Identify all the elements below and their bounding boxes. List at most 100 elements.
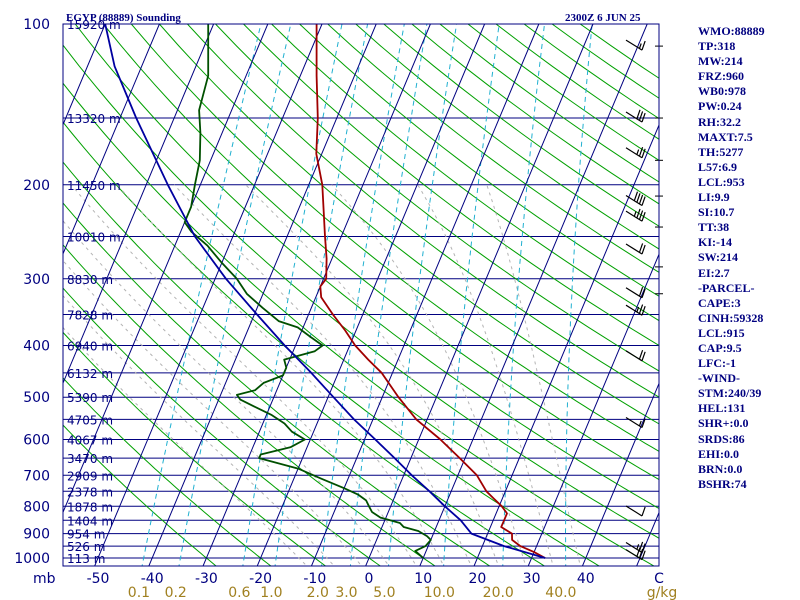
- mixing-ratio-line: [242, 24, 343, 566]
- series-lines: [104, 24, 546, 559]
- barb-flag: [641, 550, 646, 560]
- index-item: MAXT:7.5: [698, 129, 753, 144]
- barb-flag: [633, 211, 637, 217]
- moist-adiabat-line: [331, 184, 527, 566]
- height-label: 2909 m: [67, 469, 113, 483]
- pressure-tick-label: 1000: [14, 551, 50, 567]
- pressure-tick-label: 500: [23, 390, 50, 406]
- barb-flag: [641, 288, 646, 298]
- mixing-ratio-tick-label: 10.0: [424, 585, 455, 600]
- barb-flag: [638, 111, 644, 121]
- isotherm-line: [256, 24, 486, 566]
- sounding-indices-panel: WMO:88889 TP:318 MW:214 FRZ:960 WB0:978 PW:0.…: [698, 24, 798, 492]
- mixing-ratio-line: [178, 24, 292, 566]
- isotherm-line: [310, 24, 540, 566]
- index-item: EHI:0.0: [698, 446, 740, 461]
- temperature-tick-label: -30: [195, 571, 218, 587]
- isotherm-line: [581, 382, 659, 566]
- mixing-ratio-line: [502, 24, 545, 566]
- dry-adiabat-line: [130, 24, 659, 452]
- mixing-ratio-tick-label: 2.0: [307, 585, 329, 600]
- chart-title: EGYP (88889) Sounding: [66, 12, 181, 24]
- barb-flag: [638, 43, 642, 49]
- wind-barb: [625, 146, 646, 159]
- index-item: -PARCEL-: [698, 280, 755, 295]
- pressure-tick-label: 800: [23, 499, 50, 515]
- pressure-tick-label: 400: [23, 339, 50, 355]
- pressure-tick-label: 300: [23, 272, 50, 288]
- barb-flag: [636, 208, 641, 219]
- wind-barb: [625, 350, 646, 362]
- dry-adiabat-line: [327, 24, 659, 273]
- chart-timestamp: 2300Z 6 JUN 25: [565, 12, 641, 24]
- index-item: LCL:953: [698, 174, 745, 189]
- temperature-tick-label: 20: [468, 571, 486, 587]
- mixing-ratio-line: [443, 24, 500, 566]
- index-item: CAPE:3: [698, 295, 741, 310]
- moist-adiabat-line: [116, 184, 445, 566]
- parcel-line: [104, 24, 546, 559]
- index-item: -WIND-: [698, 371, 740, 386]
- temperature-tick-label: -40: [141, 571, 164, 587]
- barb-flag: [641, 506, 646, 517]
- isotherm-line: [419, 24, 648, 566]
- index-item: STM:240/39: [698, 386, 762, 401]
- index-item: SHR+:0.0: [698, 416, 749, 431]
- wind-barb: [625, 208, 646, 222]
- isotherm-line: [63, 24, 269, 514]
- barb-flag: [641, 40, 646, 51]
- barb-flag: [633, 191, 639, 201]
- height-label: 954 m: [67, 528, 105, 542]
- index-item: CINH:59328: [698, 310, 764, 325]
- mixing-ratio-line: [274, 24, 369, 566]
- wind-barb: [625, 109, 646, 123]
- isotherm-line: [94, 24, 323, 566]
- dry-adiabat-line: [63, 377, 272, 566]
- barb-flag: [638, 243, 644, 253]
- mixing-ratio-tick-label: 0.6: [228, 585, 250, 600]
- wind-barb: [625, 39, 646, 51]
- barb-flag: [636, 544, 640, 550]
- barb-flag: [641, 418, 646, 428]
- dry-adiabat-line: [271, 24, 659, 322]
- wind-barb: [625, 243, 646, 255]
- barb-flag: [636, 193, 641, 203]
- dry-adiabat-line: [187, 24, 659, 398]
- isotherm-line: [202, 24, 431, 566]
- index-item: LFC:-1: [698, 356, 736, 371]
- dry-adiabat-line: [63, 244, 436, 566]
- barb-flag: [638, 304, 644, 314]
- grid-lines: [63, 24, 659, 566]
- barb-flag: [641, 351, 646, 362]
- barb-flag: [638, 146, 644, 157]
- wind-barb: [625, 286, 646, 299]
- dry-adiabat-line: [74, 24, 659, 510]
- index-item: EI:2.7: [698, 265, 730, 280]
- barb-flag: [638, 548, 644, 559]
- height-label: 11450 m: [67, 179, 121, 193]
- index-item: TH:5277: [698, 144, 744, 159]
- dry-adiabat-line: [63, 161, 546, 566]
- mixing-ratio-tick-label: 0.2: [165, 585, 187, 600]
- mixing-ratio-tick-label: 5.0: [373, 585, 395, 600]
- mixing-ratio-unit-label: g/kg: [647, 585, 678, 600]
- height-label: 6940 m: [67, 340, 113, 354]
- isotherm-line: [473, 123, 659, 566]
- height-label: 7828 m: [67, 309, 113, 323]
- barb-flag: [636, 306, 640, 313]
- dry-adiabat-line: [355, 24, 659, 250]
- temperature-tick-label: 40: [577, 571, 595, 587]
- pressure-tick-label: 900: [23, 527, 50, 543]
- height-label: 2378 m: [67, 485, 113, 499]
- height-label: 1878 m: [67, 500, 113, 514]
- wind-barb: [625, 417, 646, 429]
- wind-barb: [625, 304, 646, 316]
- height-label: 4067 m: [67, 434, 113, 448]
- index-item: BSHR:74: [698, 476, 747, 491]
- temperature-tick-label: 10: [414, 571, 432, 587]
- mixing-ratio-tick-label: 1.0: [260, 585, 282, 600]
- dry-adiabats: [63, 24, 659, 566]
- height-label: 5390 m: [67, 391, 113, 405]
- mixing-ratio-line: [387, 24, 458, 566]
